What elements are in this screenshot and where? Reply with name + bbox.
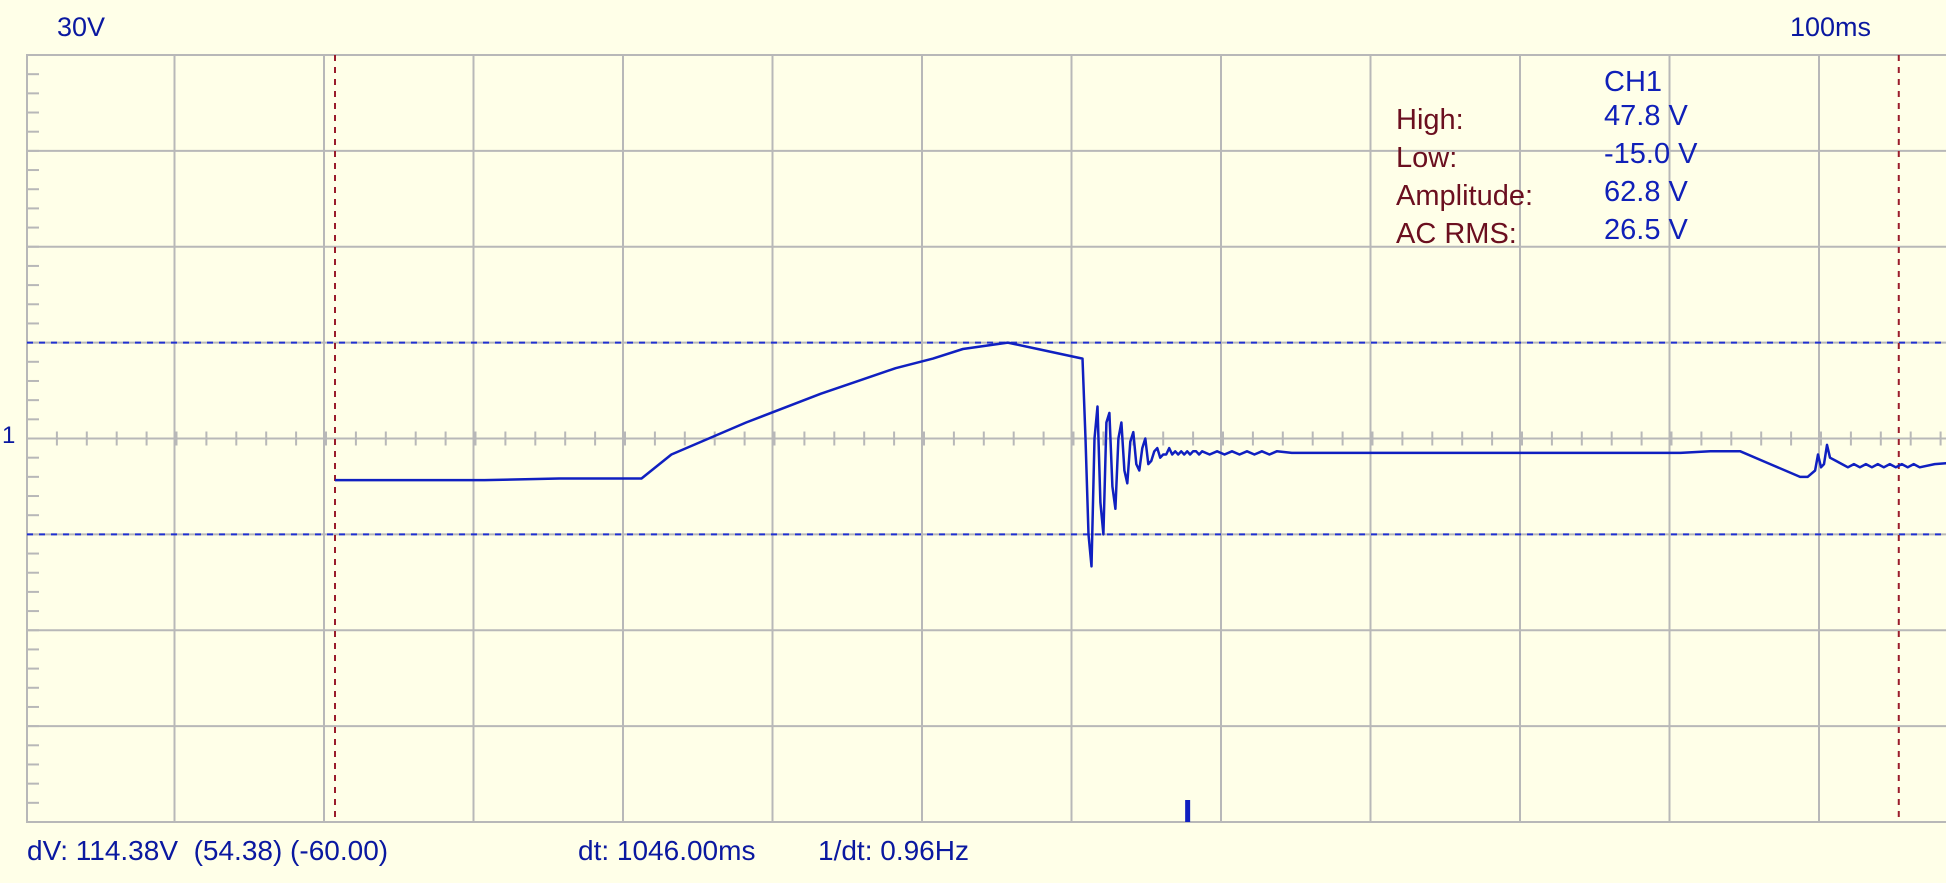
inv-dt-readout: 1/dt: 0.96Hz: [818, 835, 969, 866]
measurement-value-ac-rms: 26.5 V: [1604, 214, 1688, 246]
measurement-label-amplitude: Amplitude:: [1396, 180, 1534, 212]
minor-ticks: [26, 54, 1942, 823]
trigger-marker[interactable]: [1185, 800, 1191, 822]
dt-readout: dt: 1046.00ms: [578, 835, 756, 866]
measurement-value-low: -15.0 V: [1604, 138, 1698, 170]
measurement-label-ac-rms: AC RMS:: [1396, 218, 1517, 250]
voltage-cursors[interactable]: [27, 341, 1946, 536]
time-cursors[interactable]: [334, 55, 1900, 822]
dv-readout: dV: 114.38V (54.38) (-60.00): [27, 835, 389, 866]
measurement-value-amplitude: 62.8 V: [1604, 176, 1688, 208]
waveform-trace: [335, 341, 1946, 568]
measurement-channel-label: CH1: [1604, 66, 1663, 98]
channel-1-ground-marker[interactable]: 1: [2, 422, 16, 449]
measurement-label-low: Low:: [1396, 142, 1458, 174]
volts-per-div-label: 30V: [57, 12, 106, 42]
time-per-div-label: 100ms: [1790, 12, 1872, 42]
measurement-label-high: High:: [1396, 104, 1464, 136]
measurement-value-high: 47.8 V: [1604, 100, 1688, 132]
grid: [26, 54, 1946, 823]
